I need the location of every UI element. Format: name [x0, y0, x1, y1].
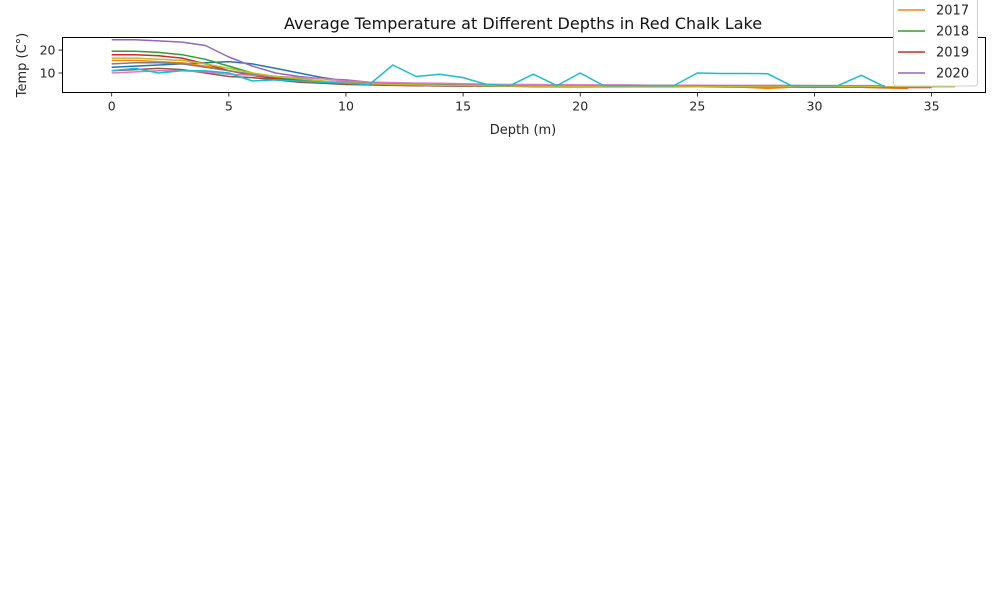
y-axis: 10 20 [40, 43, 63, 81]
y-tick-label: 10 [40, 66, 56, 81]
legend-label: 2019 [936, 46, 969, 61]
x-tick-label: 0 [108, 99, 116, 114]
legend: 2017 2018 2019 2020 [893, 0, 978, 87]
legend-label: 2017 [936, 4, 969, 19]
chart-title: Average Temperature at Different Depths … [284, 14, 762, 33]
x-tick-label: 5 [225, 99, 233, 114]
x-tick-label: 35 [924, 99, 940, 114]
legend-label: 2018 [936, 25, 969, 40]
series-lines [111, 39, 955, 90]
series-line-5 [111, 39, 885, 87]
x-axis: 0 5 10 15 20 25 30 35 [108, 92, 940, 114]
x-tick-label: 25 [689, 99, 705, 114]
y-tick-label: 20 [40, 43, 56, 58]
x-axis-label: Depth (m) [490, 123, 557, 138]
y-axis-label: Temp (C°) [15, 33, 30, 99]
legend-label: 2020 [936, 67, 969, 82]
series-line-9 [111, 57, 955, 88]
x-tick-label: 20 [572, 99, 588, 114]
x-tick-label: 30 [807, 99, 823, 114]
plot-frame [62, 37, 986, 93]
x-tick-label: 10 [338, 99, 354, 114]
series-line-10 [111, 64, 886, 88]
legend-box [893, 0, 978, 87]
x-tick-label: 15 [455, 99, 471, 114]
